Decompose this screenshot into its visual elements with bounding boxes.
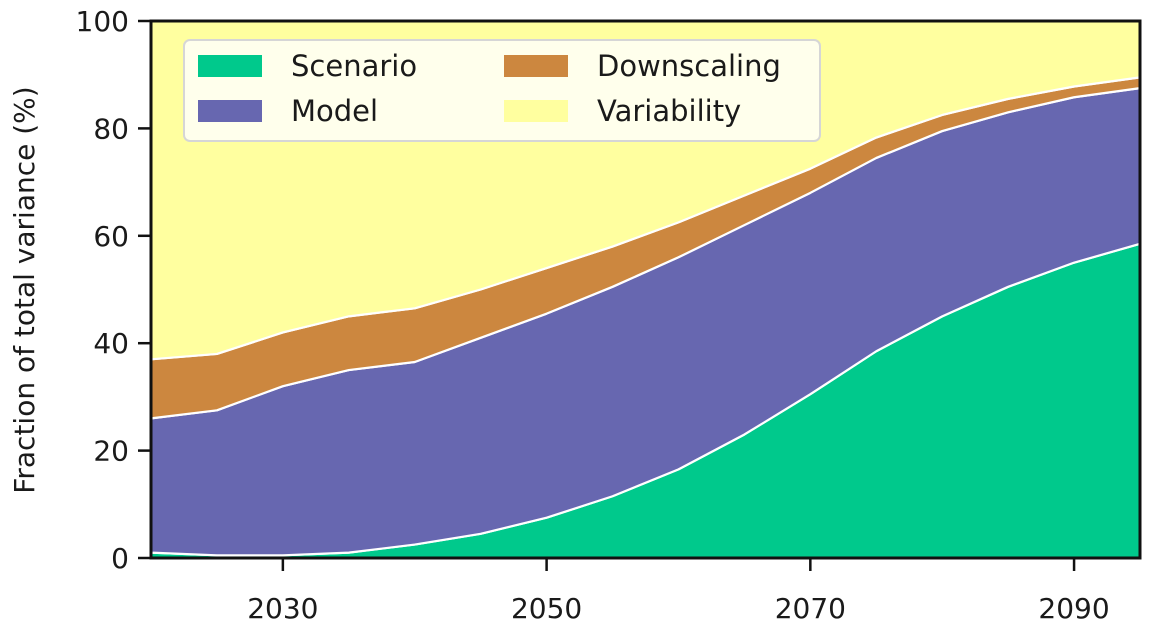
legend-swatch	[198, 55, 262, 77]
legend-item-model: Model	[198, 94, 378, 128]
legend-item-scenario: Scenario	[198, 49, 417, 83]
y-tick-label: 20	[93, 435, 129, 468]
x-tick-label: 2050	[511, 592, 582, 625]
y-tick-label: 40	[93, 327, 129, 360]
x-tick-label: 2090	[1038, 592, 1109, 625]
plot-frame	[149, 19, 1142, 560]
legend-swatch	[198, 100, 262, 122]
legend-label: Model	[291, 94, 378, 128]
legend: Scenario Model Downscaling Variability	[183, 39, 821, 142]
legend-swatch	[504, 100, 568, 122]
legend-item-variability: Variability	[504, 94, 741, 128]
legend-label: Variability	[597, 94, 741, 128]
legend-label: Scenario	[291, 49, 417, 83]
y-tick-label: 100	[76, 5, 129, 38]
plot-border	[149, 19, 1142, 560]
y-tick-label: 80	[93, 112, 129, 145]
x-tick-label: 2030	[247, 592, 318, 625]
legend-label: Downscaling	[597, 49, 781, 83]
legend-box	[183, 39, 821, 142]
y-axis-label: Fraction of total variance (%)	[8, 86, 41, 493]
legend-item-downscaling: Downscaling	[504, 49, 781, 83]
legend-swatch	[504, 55, 568, 77]
x-tick-label: 2070	[775, 592, 846, 625]
y-tick-label: 60	[93, 220, 129, 253]
axis-ticks: 2030 2050 2070 2090 0 20 40 60 80 100	[76, 5, 1110, 625]
y-tick-label: 0	[111, 542, 129, 575]
